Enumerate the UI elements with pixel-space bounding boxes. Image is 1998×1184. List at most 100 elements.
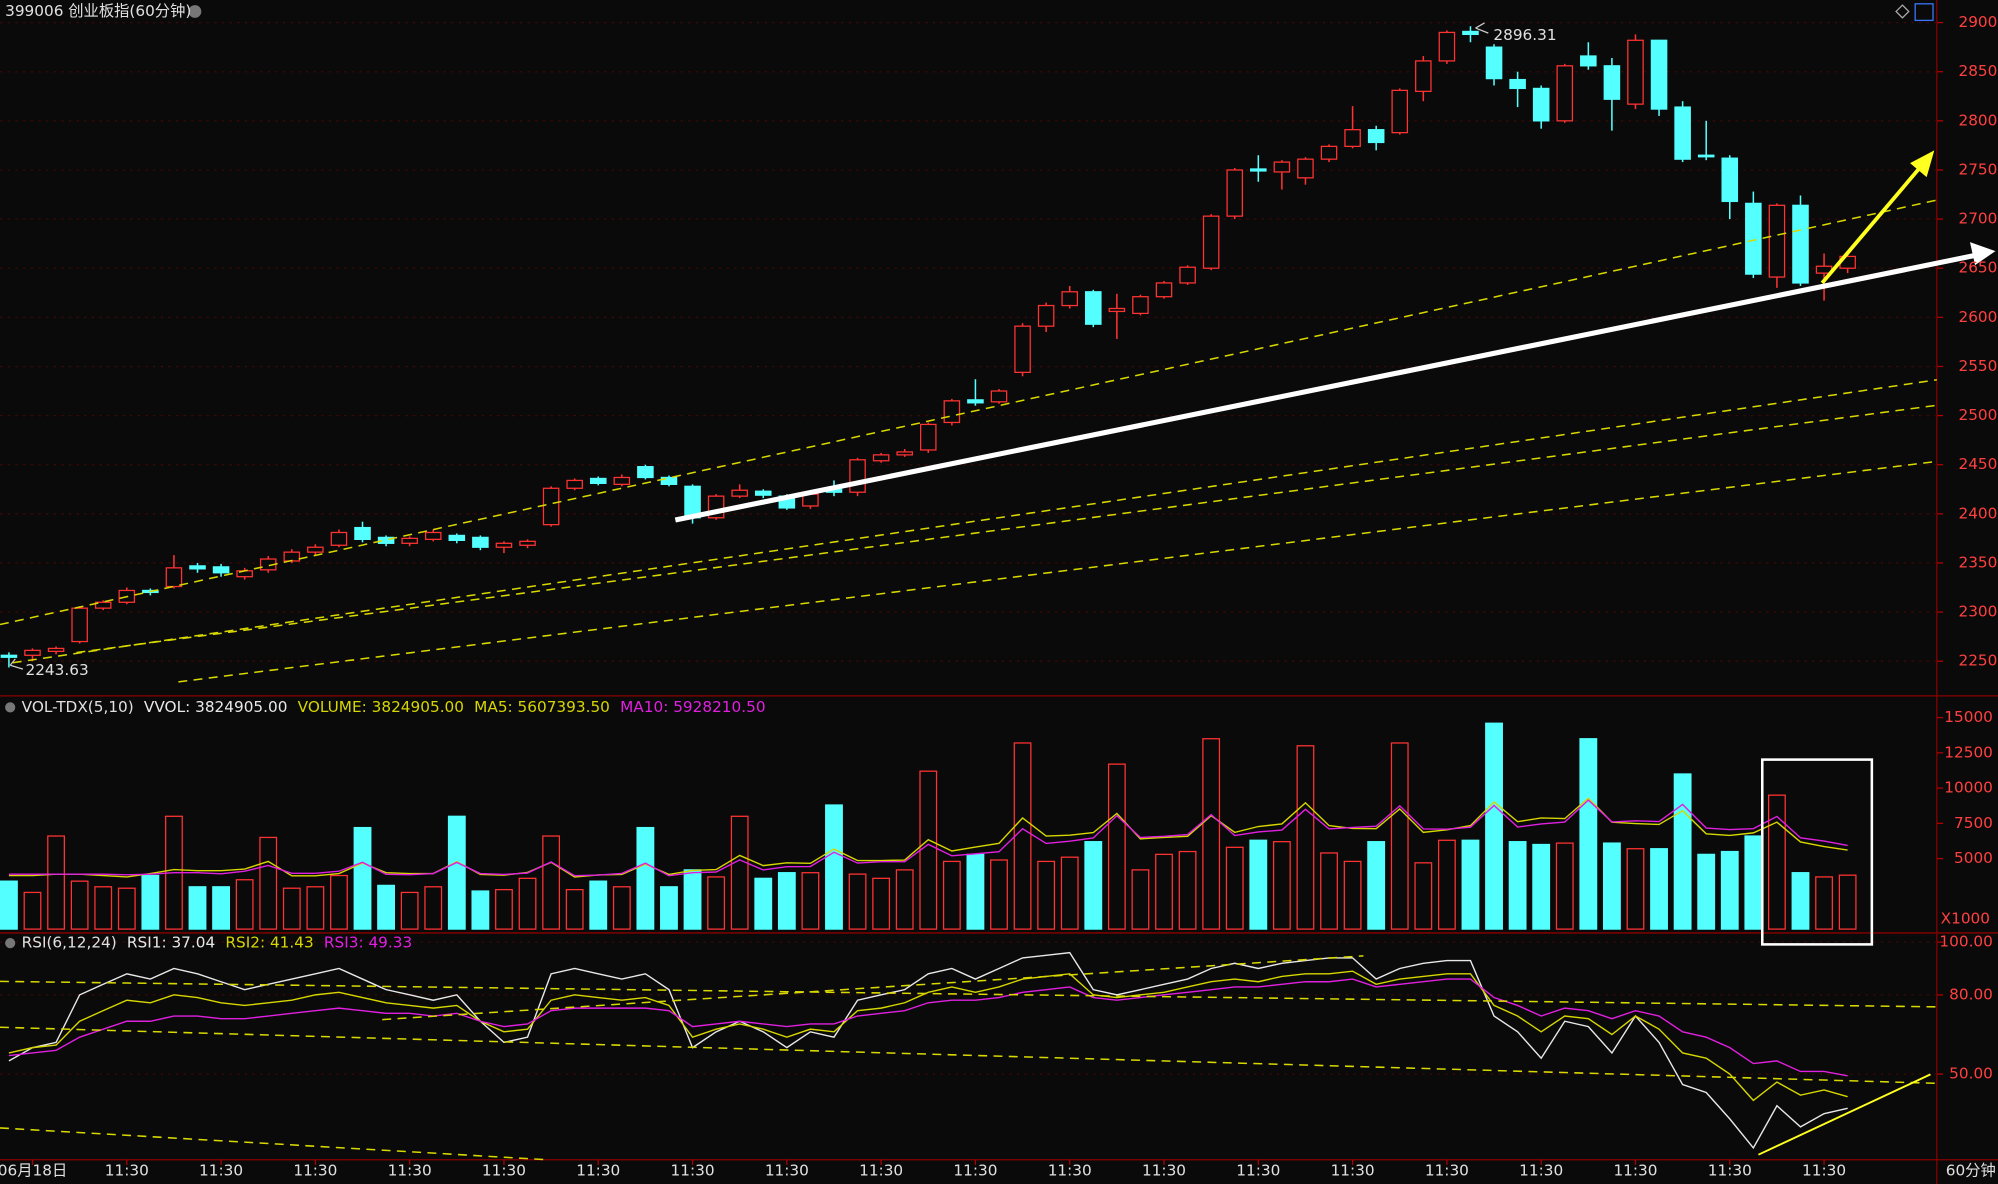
volume-bar: [1838, 874, 1857, 930]
candle-body: [1721, 157, 1739, 203]
volume-bar: [353, 826, 372, 930]
high-label: 2896.31: [1493, 26, 1556, 44]
volume-bar: [942, 860, 961, 930]
volume-bar: [1178, 850, 1197, 930]
volume-bar: [424, 886, 443, 930]
volume-bar: [188, 886, 207, 930]
candle-body: [472, 536, 489, 548]
low-pointer: [9, 658, 24, 670]
highlight-box: [1760, 758, 1874, 946]
volume-bar: [1555, 842, 1574, 930]
y-tick-label: 80.00: [1949, 985, 1993, 1003]
candle-body: [589, 477, 607, 485]
arrow-head: [1910, 150, 1935, 178]
x-tick-label: 11:30: [576, 1162, 620, 1180]
candle-body: [519, 540, 536, 546]
series-line: [8, 797, 1848, 878]
marks-layer: [0, 26, 1857, 1150]
y-tick-label: 10000: [1944, 779, 1993, 797]
icon[interactable]: [188, 5, 202, 18]
candle-body: [283, 551, 301, 562]
volume-bar: [471, 890, 490, 930]
candle-body: [1438, 31, 1456, 62]
x-tick-label: 11:30: [765, 1162, 809, 1180]
volume-bar: [1390, 742, 1409, 930]
candle-body: [1462, 30, 1479, 36]
candle-body: [1391, 89, 1409, 134]
volume-bar: [70, 880, 89, 930]
trendlines: [0, 199, 1938, 1161]
volume-bar: [1343, 860, 1362, 930]
y-tick-label: 2250: [1958, 652, 1997, 670]
volume-bar: [330, 874, 348, 930]
candle-body: [24, 649, 41, 656]
x-tick-label: 11:30: [482, 1162, 526, 1180]
x-tick-label: 11:30: [1802, 1162, 1846, 1180]
x-tick-label: 11:30: [1613, 1162, 1657, 1180]
volume-bar: [1673, 773, 1692, 930]
grid-layer: [0, 21, 1944, 1165]
volume-bar: [1768, 794, 1786, 930]
candle-body: [613, 476, 631, 485]
high-pointer: [1475, 22, 1489, 34]
candle-body: [94, 601, 112, 609]
volume-bar: [895, 869, 914, 930]
y-tick-label: 2650: [1958, 259, 1997, 277]
candle-body: [542, 487, 560, 526]
icon[interactable]: [1914, 3, 1934, 22]
volume-bar: [94, 886, 113, 930]
volume-bar: [400, 891, 419, 930]
candle-body: [1485, 46, 1503, 80]
volume-bar: [23, 891, 42, 930]
volume-bar: [872, 877, 891, 930]
x-tick-label: 11:30: [1331, 1162, 1375, 1180]
rsi-trend: [1758, 1073, 1931, 1156]
series-line: [8, 970, 1848, 1102]
x-tick-label: 11:30: [671, 1162, 715, 1180]
candle-body: [1650, 39, 1668, 110]
candle-body: [1415, 60, 1432, 93]
volume-bar: [1037, 860, 1056, 930]
candle-body: [401, 537, 418, 544]
x-tick-label: 11:30: [388, 1162, 432, 1180]
candle-body: [731, 489, 748, 497]
y-tick-label: 50.00: [1949, 1065, 1993, 1083]
candle-body: [896, 451, 913, 456]
volume-bar: [612, 886, 631, 930]
candle-body: [943, 400, 961, 424]
volume-bar: [1084, 841, 1103, 930]
trendline: [178, 460, 1937, 683]
candle-body: [1085, 291, 1102, 325]
trendline: [0, 980, 1937, 1008]
unit-label: X1000: [1941, 909, 1990, 927]
volume-bar: [542, 835, 561, 930]
volume-bar: [1485, 722, 1503, 930]
low-label: 2243.63: [25, 661, 88, 679]
candle-body: [1792, 204, 1809, 284]
volume-bar: [1815, 876, 1833, 930]
volume-bar: [1202, 738, 1221, 930]
volume-bar: [1249, 839, 1268, 930]
volume-bar: [1296, 745, 1315, 930]
volume-bar: [636, 826, 655, 930]
trendline: [76, 404, 1937, 654]
trendline: [382, 955, 1364, 1021]
volume-bar: [117, 887, 136, 930]
x-tick-label: 11:30: [859, 1162, 903, 1180]
icon[interactable]: [5, 702, 16, 713]
x-tick-label: 11:30: [199, 1162, 243, 1180]
volume-bar: [1532, 843, 1551, 930]
volume-bar: [801, 872, 820, 930]
candle-body: [1108, 307, 1126, 313]
arrows: [9, 22, 1996, 1156]
series-line: [8, 799, 1848, 877]
candle-body: [637, 466, 654, 479]
candle-body: [424, 531, 442, 541]
volume-bar: [1650, 848, 1668, 930]
icon[interactable]: [1895, 4, 1910, 19]
candle-body: [1297, 158, 1314, 179]
icon[interactable]: [5, 938, 16, 949]
y-tick-label: 2800: [1958, 111, 1997, 129]
volume-bar: [1060, 856, 1079, 930]
panel-title: RSI(6,12,24): [22, 934, 117, 952]
